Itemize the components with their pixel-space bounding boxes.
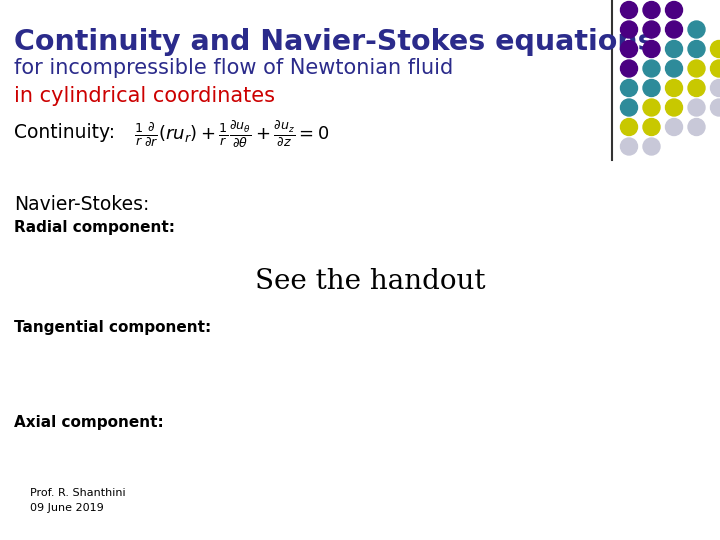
Text: Prof. R. Shanthini: Prof. R. Shanthini bbox=[30, 488, 125, 498]
Circle shape bbox=[643, 99, 660, 116]
Circle shape bbox=[665, 40, 683, 57]
Text: Continuity and Navier-Stokes equations: Continuity and Navier-Stokes equations bbox=[14, 28, 654, 56]
Circle shape bbox=[688, 40, 705, 57]
Circle shape bbox=[665, 79, 683, 97]
Circle shape bbox=[711, 60, 720, 77]
Circle shape bbox=[665, 2, 683, 18]
Circle shape bbox=[621, 118, 637, 136]
Text: Axial component:: Axial component: bbox=[14, 415, 163, 430]
Circle shape bbox=[621, 2, 637, 18]
Circle shape bbox=[665, 21, 683, 38]
Circle shape bbox=[643, 21, 660, 38]
Text: in cylindrical coordinates: in cylindrical coordinates bbox=[14, 86, 275, 106]
Text: 09 June 2019: 09 June 2019 bbox=[30, 503, 104, 513]
Circle shape bbox=[621, 60, 637, 77]
Circle shape bbox=[621, 79, 637, 97]
Text: Navier-Stokes:: Navier-Stokes: bbox=[14, 195, 149, 214]
Text: See the handout: See the handout bbox=[255, 268, 485, 295]
Circle shape bbox=[643, 2, 660, 18]
Text: Continuity:: Continuity: bbox=[14, 123, 115, 142]
Circle shape bbox=[621, 40, 637, 57]
Text: Radial component:: Radial component: bbox=[14, 220, 175, 235]
Circle shape bbox=[665, 118, 683, 136]
Text: for incompressible flow of Newtonian fluid: for incompressible flow of Newtonian flu… bbox=[14, 58, 454, 78]
Circle shape bbox=[688, 79, 705, 97]
Circle shape bbox=[621, 21, 637, 38]
Circle shape bbox=[688, 60, 705, 77]
Circle shape bbox=[621, 138, 637, 155]
Text: Tangential component:: Tangential component: bbox=[14, 320, 211, 335]
Circle shape bbox=[621, 99, 637, 116]
Circle shape bbox=[688, 99, 705, 116]
Circle shape bbox=[711, 99, 720, 116]
Circle shape bbox=[688, 118, 705, 136]
Text: $\frac{1}{r}\frac{\partial}{\partial r}(ru_r)+\frac{1}{r}\frac{\partial u_{\thet: $\frac{1}{r}\frac{\partial}{\partial r}(… bbox=[134, 120, 330, 151]
Circle shape bbox=[643, 79, 660, 97]
Circle shape bbox=[711, 79, 720, 97]
Circle shape bbox=[643, 60, 660, 77]
Circle shape bbox=[643, 40, 660, 57]
Circle shape bbox=[711, 40, 720, 57]
Circle shape bbox=[665, 99, 683, 116]
Circle shape bbox=[643, 118, 660, 136]
Circle shape bbox=[643, 138, 660, 155]
Circle shape bbox=[688, 21, 705, 38]
Circle shape bbox=[665, 60, 683, 77]
